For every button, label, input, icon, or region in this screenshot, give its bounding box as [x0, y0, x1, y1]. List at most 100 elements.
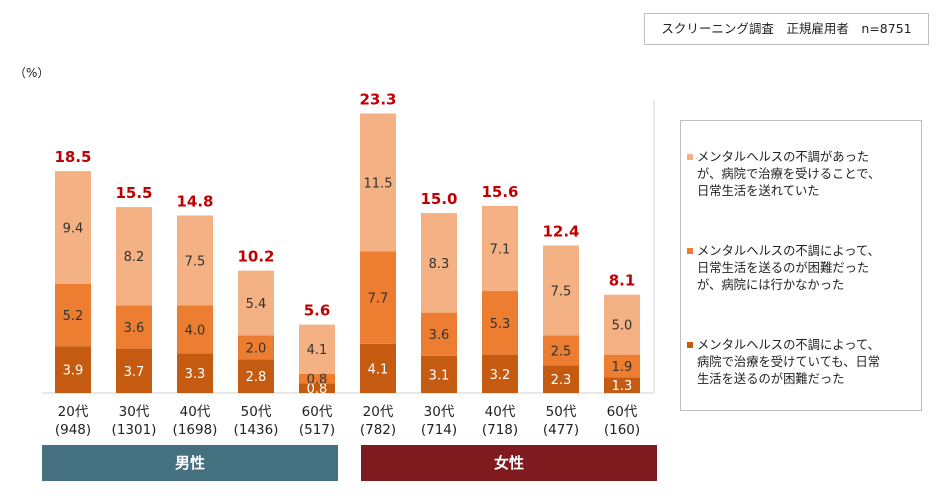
data-label-2-6: 7.7 — [368, 292, 389, 307]
data-label-2-8: 5.3 — [490, 317, 511, 332]
bar-segment-3-1 — [55, 171, 91, 284]
data-label-3-9: 7.5 — [551, 284, 572, 299]
bar-segment-3-2 — [116, 207, 152, 306]
bar-segment-1-2 — [116, 348, 152, 393]
x-tick-n-3: (1698) — [173, 422, 218, 438]
data-label-2-1: 5.2 — [63, 309, 84, 324]
data-label-3-2: 8.2 — [124, 250, 145, 265]
bar-segment-3-6 — [360, 113, 396, 252]
bar-segment-2-5 — [299, 373, 335, 384]
data-label-2-10: 1.9 — [612, 360, 633, 375]
bar-segment-2-6 — [360, 251, 396, 344]
bar-segment-1-6 — [360, 343, 396, 393]
data-label-2-5: 0.8 — [307, 373, 328, 388]
data-label-2-4: 2.0 — [246, 341, 267, 356]
bar-segment-2-3 — [177, 305, 213, 354]
bar-segment-3-10 — [604, 294, 640, 355]
data-label-3-4: 5.4 — [246, 297, 267, 312]
legend-label: メンタルヘルスの不調によって、 日常生活を送るのが困難だった が、病院には行かな… — [697, 244, 880, 292]
x-tick-age-6: 20代 — [363, 404, 394, 420]
data-label-3-10: 5.0 — [612, 319, 633, 334]
x-tick-age-5: 60代 — [302, 404, 333, 420]
x-tick-age-8: 40代 — [485, 404, 516, 420]
bar-segment-1-9 — [543, 365, 579, 393]
data-label-3-5: 4.1 — [307, 343, 328, 358]
x-tick-age-10: 60代 — [607, 404, 638, 420]
x-tick-n-7: (714) — [421, 422, 457, 438]
x-tick-n-5: (517) — [299, 422, 335, 438]
unit-label: （%） — [14, 66, 50, 80]
bar-segment-1-4 — [238, 359, 274, 393]
data-label-2-3: 4.0 — [185, 323, 206, 338]
x-tick-age-9: 50代 — [546, 404, 577, 420]
data-label-1-5: 0.8 — [307, 382, 328, 397]
x-tick-age-2: 30代 — [119, 404, 150, 420]
bar-segment-3-4 — [238, 270, 274, 336]
x-tick-n-1: (948) — [55, 422, 91, 438]
data-label-1-4: 2.8 — [246, 370, 267, 385]
total-label-8: 15.6 — [481, 183, 518, 201]
bar-segment-1-7 — [421, 355, 457, 393]
bar-segment-3-5 — [299, 324, 335, 374]
total-label-1: 18.5 — [54, 148, 91, 166]
total-label-9: 12.4 — [542, 222, 579, 240]
total-label-5: 5.6 — [304, 302, 331, 320]
legend-label: メンタルヘルスの不調があった が、病院で治療を受けることで、 日常生活を送れてい… — [697, 150, 881, 198]
group-band-male: 男性 — [42, 445, 338, 481]
survey-note: スクリーニング調査 正規雇用者 n=8751 — [644, 13, 929, 45]
bar-segment-1-8 — [482, 354, 518, 393]
x-tick-n-10: (160) — [604, 422, 640, 438]
bar-segment-1-10 — [604, 377, 640, 393]
data-label-1-2: 3.7 — [124, 365, 145, 380]
bar-segment-3-9 — [543, 245, 579, 336]
data-label-3-3: 7.5 — [185, 254, 206, 269]
data-label-1-3: 3.3 — [185, 367, 206, 382]
x-tick-n-6: (782) — [360, 422, 396, 438]
x-tick-age-4: 50代 — [241, 404, 272, 420]
x-tick-age-3: 40代 — [180, 404, 211, 420]
data-label-3-7: 8.3 — [429, 257, 450, 272]
data-label-3-1: 9.4 — [63, 221, 84, 236]
bar-segment-1-5 — [299, 383, 335, 393]
total-label-4: 10.2 — [237, 248, 274, 266]
total-label-2: 15.5 — [115, 184, 152, 202]
bar-segment-2-4 — [238, 335, 274, 360]
data-label-1-6: 4.1 — [368, 362, 389, 377]
bar-segment-2-10 — [604, 354, 640, 378]
legend-swatch-light — [687, 154, 693, 160]
bar-segment-2-1 — [55, 283, 91, 347]
bar-segment-3-7 — [421, 213, 457, 313]
bar-segment-2-7 — [421, 312, 457, 356]
bar-segment-2-8 — [482, 291, 518, 355]
data-label-1-1: 3.9 — [63, 364, 84, 379]
group-band-female: 女性 — [361, 445, 657, 481]
legend: メンタルヘルスの不調があった が、病院で治療を受けることで、 日常生活を送れてい… — [680, 120, 922, 411]
legend-label: メンタルヘルスの不調によって、 病院で治療を受けていても、日常 生活を送るのが困… — [697, 338, 881, 386]
bar-segment-2-9 — [543, 335, 579, 366]
data-label-1-8: 3.2 — [490, 368, 511, 383]
total-label-10: 8.1 — [609, 272, 636, 290]
x-tick-n-9: (477) — [543, 422, 579, 438]
data-label-2-7: 3.6 — [429, 328, 450, 343]
bar-segment-3-8 — [482, 205, 518, 292]
data-label-3-8: 7.1 — [490, 242, 511, 257]
bar-segment-2-2 — [116, 305, 152, 349]
legend-swatch-dark — [687, 342, 693, 348]
data-label-3-6: 11.5 — [364, 176, 393, 191]
x-tick-age-1: 20代 — [58, 404, 89, 420]
x-tick-n-8: (718) — [482, 422, 518, 438]
total-label-3: 14.8 — [176, 192, 213, 210]
total-label-6: 23.3 — [359, 91, 396, 109]
x-tick-n-4: (1436) — [234, 422, 279, 438]
data-label-1-7: 3.1 — [429, 368, 450, 383]
data-label-2-9: 2.5 — [551, 344, 572, 359]
bar-segment-3-3 — [177, 215, 213, 306]
bar-segment-1-1 — [55, 346, 91, 393]
total-label-7: 15.0 — [420, 190, 457, 208]
data-label-2-2: 3.6 — [124, 321, 145, 336]
x-tick-age-7: 30代 — [424, 404, 455, 420]
x-tick-n-2: (1301) — [112, 422, 157, 438]
bar-segment-1-3 — [177, 353, 213, 393]
data-label-1-10: 1.3 — [612, 379, 633, 394]
